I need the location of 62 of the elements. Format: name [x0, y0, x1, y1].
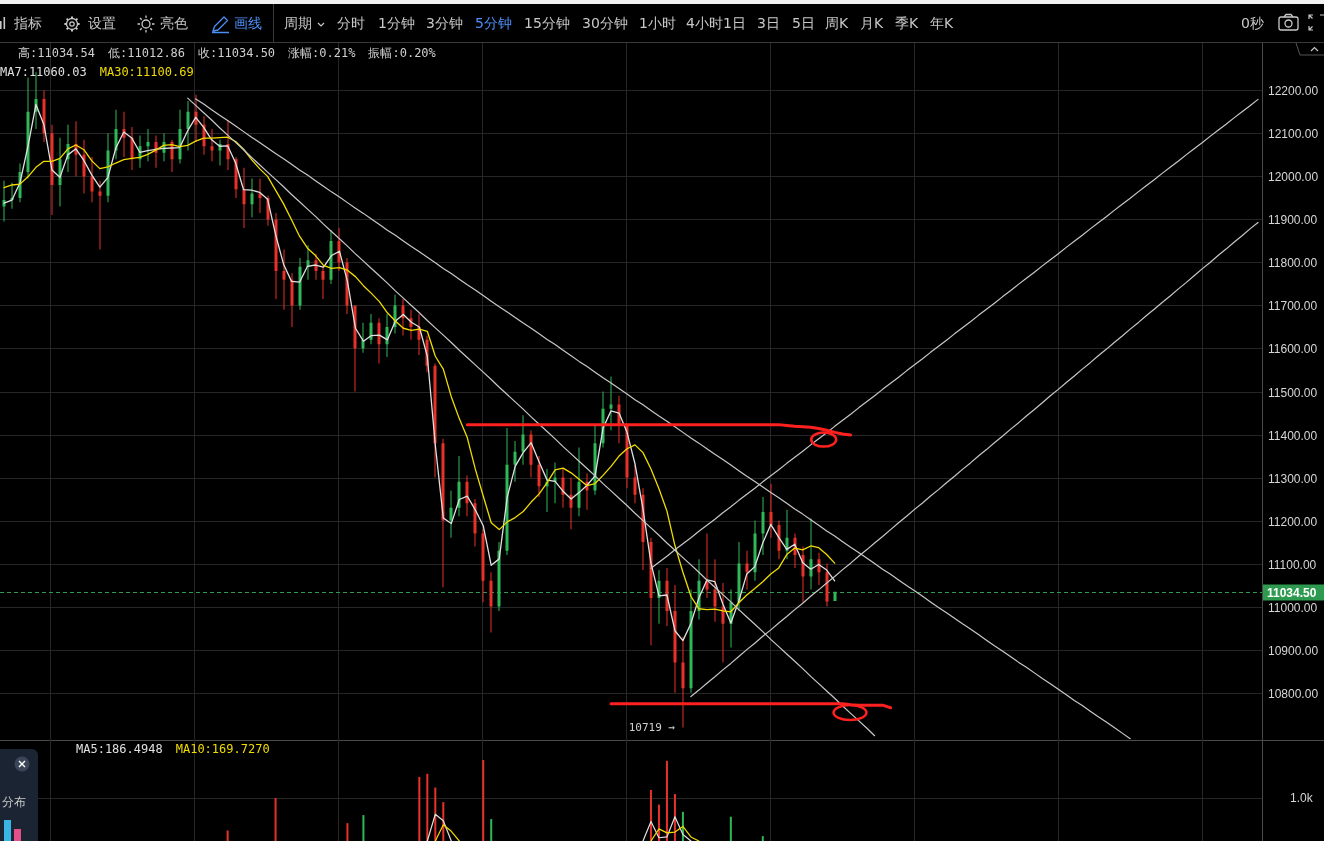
text: 季K [895, 15, 919, 31]
text: 1分钟 [378, 15, 415, 31]
annotation: 涨幅:0.21% [288, 46, 357, 60]
text: 分时 [337, 15, 365, 31]
text: 年K [930, 15, 954, 31]
bar [665, 760, 668, 841]
annotation: 高:11034.54 [18, 46, 96, 60]
bar [761, 836, 764, 841]
bar [274, 798, 277, 841]
y-tick-label: 11900.00 [1268, 212, 1318, 227]
bar [434, 787, 437, 841]
text: 30分钟 [582, 15, 628, 31]
y-tick-label: 11100.00 [1268, 557, 1317, 572]
y-tick-label: 11300.00 [1268, 471, 1318, 486]
y-tick-label: 12200.00 [1268, 83, 1319, 98]
text: MA10:169.7270 [175, 742, 270, 756]
bar [418, 777, 421, 841]
annotation: 分布 [2, 795, 26, 809]
candlestick [98, 180, 102, 250]
y-tick-label: 12000.00 [1268, 169, 1319, 184]
y-tick-label: 11700.00 [1268, 298, 1318, 313]
text: 周期 [284, 15, 312, 31]
bar [490, 819, 493, 841]
text: 3分钟 [426, 15, 463, 31]
text: 画线 [234, 15, 262, 31]
text: 3日 [757, 15, 780, 31]
text: 1日 [723, 15, 746, 31]
text: 亮色 [160, 15, 188, 31]
bar [226, 830, 229, 841]
bar [482, 760, 485, 841]
text: MA30:11100.69 [99, 65, 194, 79]
y-tick-label: 10800.00 [1268, 686, 1319, 701]
text: 5日 [792, 15, 815, 31]
y-tick-label: 11200.00 [1268, 514, 1318, 529]
text: 15分钟 [524, 15, 570, 31]
annotation: 低:11012.86 [108, 46, 186, 60]
annotation: 振幅:0.20% [368, 46, 437, 60]
text: 1.0k [1290, 791, 1314, 805]
y-tick-label: 11600.00 [1268, 341, 1318, 356]
text: 设置 [88, 15, 116, 31]
bar [729, 816, 732, 841]
text: 5分钟 [475, 15, 512, 31]
text: 指标 [13, 15, 42, 31]
y-tick-label: 11500.00 [1268, 385, 1318, 400]
text: 月K [860, 15, 884, 31]
text: MA5:186.4948 [76, 742, 163, 756]
annotation: 收:11034.50 [198, 46, 276, 60]
bar [346, 823, 349, 841]
text: 周K [825, 15, 849, 31]
text: 1小时 [639, 15, 676, 31]
annotation: 10719 → [628, 721, 676, 734]
y-tick-label: 11800.00 [1268, 255, 1318, 270]
bar [426, 773, 429, 841]
text: MA7:11060.03 [0, 65, 87, 79]
y-tick-label: 11000.00 [1268, 600, 1318, 615]
text: 4小时 [686, 15, 723, 31]
bar [362, 815, 365, 841]
y-tick-label: 12100.00 [1268, 126, 1319, 141]
y-tick-label: 11400.00 [1268, 428, 1318, 443]
ref-line-label: 11034.50 [1267, 586, 1317, 600]
y-tick-label: 10900.00 [1268, 643, 1319, 658]
text: 0秒 [1241, 15, 1264, 31]
